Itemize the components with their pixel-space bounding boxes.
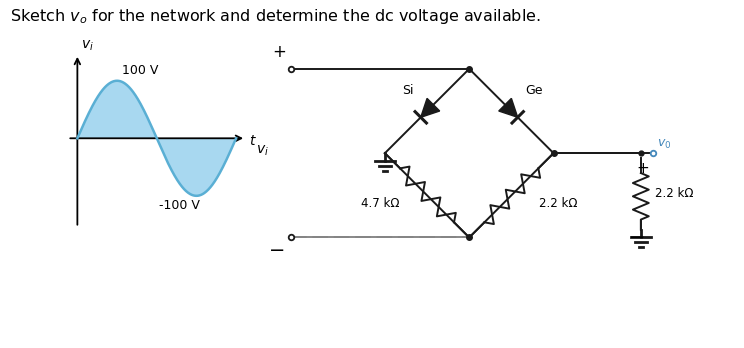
Text: −: −: [629, 228, 645, 247]
Text: Si: Si: [402, 84, 413, 97]
Text: $v_0$: $v_0$: [657, 138, 671, 151]
Text: $v_i$: $v_i$: [81, 39, 94, 53]
Text: +: +: [637, 161, 650, 176]
Polygon shape: [421, 98, 440, 117]
Text: $t$: $t$: [249, 134, 257, 148]
Text: +: +: [272, 43, 286, 61]
Text: 2.2 kΩ: 2.2 kΩ: [539, 197, 577, 210]
Polygon shape: [77, 81, 157, 138]
Text: Sketch $v_o$ for the network and determine the dc voltage available.: Sketch $v_o$ for the network and determi…: [10, 7, 541, 26]
Text: Ge: Ge: [525, 84, 543, 97]
Text: 4.7 kΩ: 4.7 kΩ: [361, 197, 400, 210]
Polygon shape: [157, 138, 236, 196]
Text: 2.2 kΩ: 2.2 kΩ: [655, 187, 693, 200]
Text: −: −: [269, 242, 286, 260]
Text: -100 V: -100 V: [158, 199, 199, 212]
Polygon shape: [498, 98, 518, 117]
Text: 100 V: 100 V: [122, 64, 158, 77]
Text: $v_i$: $v_i$: [256, 144, 269, 158]
